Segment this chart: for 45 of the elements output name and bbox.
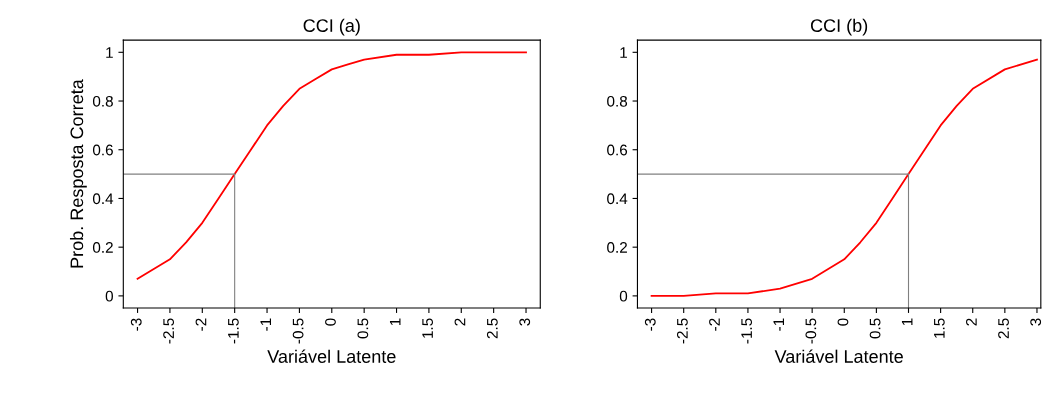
x-tick-label: -2 bbox=[709, 318, 720, 331]
x-tick-label: 2 bbox=[966, 318, 977, 326]
y-tick-label: 0 bbox=[105, 290, 113, 302]
y-axis-title: Prob. Resposta Correta bbox=[69, 79, 87, 268]
y-tick-label: 0.8 bbox=[92, 95, 113, 107]
x-tick-label: -1.5 bbox=[228, 318, 239, 344]
x-tick-label: -1 bbox=[260, 318, 271, 331]
y-tick-label: 0.8 bbox=[607, 95, 628, 107]
y-tick-label: 0.4 bbox=[92, 193, 114, 205]
x-tick-label: 1.5 bbox=[934, 318, 945, 338]
x-tick-label: -2.5 bbox=[163, 318, 175, 344]
x-tick-label: -1 bbox=[773, 318, 784, 331]
x-tick-label: -3 bbox=[130, 318, 142, 331]
x-tick-label: 1 bbox=[901, 318, 913, 326]
chart-title: CCI (a) bbox=[303, 18, 360, 36]
x-tick-label: -2.5 bbox=[676, 318, 688, 344]
y-tick-label: 0.4 bbox=[607, 193, 628, 205]
x-axis-title: Variável Latente bbox=[774, 349, 903, 363]
line-series bbox=[136, 51, 527, 280]
x-tick-label: 3 bbox=[1030, 318, 1042, 326]
x-tick-label: 1.5 bbox=[422, 318, 434, 338]
x-tick-label: -3 bbox=[644, 318, 656, 331]
y-tick-label: 0.6 bbox=[607, 144, 628, 156]
x-tick-label: 3 bbox=[519, 318, 531, 326]
x-tick-label: -1.5 bbox=[741, 318, 753, 344]
chart-title: CCI (b) bbox=[810, 18, 868, 36]
x-tick-label: 2.5 bbox=[486, 318, 498, 339]
y-tick-label: 1 bbox=[620, 47, 627, 58]
y-tick-label: 0.2 bbox=[607, 242, 627, 253]
x-tick-label: 2.5 bbox=[998, 318, 1009, 339]
x-axis-title: Variável Latente bbox=[267, 349, 396, 363]
x-tick-label: 0.5 bbox=[357, 318, 369, 339]
y-tick-label: 0 bbox=[619, 290, 628, 302]
y-tick-label: 1 bbox=[106, 47, 113, 58]
x-tick-label: -0.5 bbox=[805, 318, 817, 344]
x-tick-label: -0.5 bbox=[292, 318, 304, 344]
line-series bbox=[650, 58, 1038, 297]
x-tick-label: 0.5 bbox=[869, 318, 881, 339]
y-tick-label: 0.2 bbox=[92, 242, 113, 253]
x-tick-label: 0 bbox=[837, 318, 849, 326]
x-tick-label: -2 bbox=[195, 318, 207, 331]
x-tick-label: 1 bbox=[389, 318, 401, 326]
x-tick-label: 0 bbox=[325, 318, 336, 326]
y-tick-label: 0.6 bbox=[92, 144, 113, 156]
x-tick-label: 2 bbox=[454, 318, 466, 326]
